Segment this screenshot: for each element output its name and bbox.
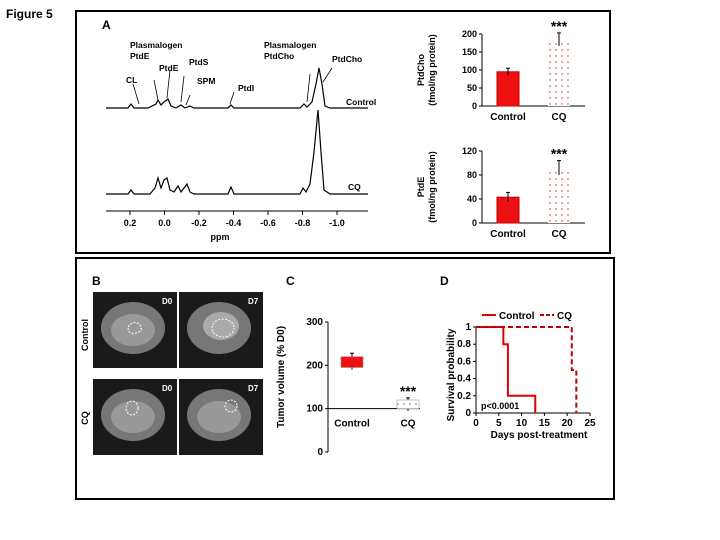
x-tick-label: Control <box>490 112 526 123</box>
panel-c-letter: C <box>286 274 295 288</box>
peak-label-cl: CL <box>126 75 137 85</box>
trace-label-cq: CQ <box>348 182 361 192</box>
ptde-bar-chart: PtdE (fmol/ng protein) 0 40 80 120 Control CQ **… <box>416 146 585 240</box>
y-tick-label: 150 <box>462 47 477 57</box>
nmr-spectra: A CL Plasmalogen PtdE PtdE PtdS SPM PtdI… <box>102 18 376 242</box>
panel-bcd-frame <box>75 257 615 500</box>
significance-marker: *** <box>551 18 568 34</box>
peak-label-ptdi: PtdI <box>238 83 254 93</box>
panel-a-frame <box>75 10 611 254</box>
day-label-control-d0: D0 <box>162 297 173 306</box>
x-tick-label: Control <box>490 229 526 240</box>
mri-image-grid: Control CQ D0 D7 D0 D7 <box>80 292 263 455</box>
y-axis-label: (fmol/ng protein) <box>427 151 437 223</box>
y-axis-label: Survival probability <box>446 328 457 421</box>
box-control <box>340 356 364 368</box>
survival-chart: Survival probability 00.20.40.60.810 5 10 15… <box>446 311 596 441</box>
peak-label-spm: SPM <box>197 76 215 86</box>
y-tick-label: 0.8 <box>457 339 471 350</box>
nmr-tick-label: 0.0 <box>158 218 171 228</box>
significance-marker: *** <box>551 146 568 162</box>
x-tick-label: 10 <box>516 418 528 429</box>
y-tick-label: 100 <box>462 65 477 75</box>
y-axis-label: PtdCho <box>416 54 426 86</box>
nmr-ticks: 0.2 0.0 -0.2 -0.4 -0.6 -0.8 -1.0 <box>124 211 345 228</box>
survival-line-cq <box>476 326 578 413</box>
nmr-tick-label: -0.2 <box>191 218 207 228</box>
y-tick-label: 0 <box>472 218 477 228</box>
peak-arrows <box>132 67 333 106</box>
x-tick-label: CQ <box>552 229 567 240</box>
peak-label-ptdcho: PtdCho <box>332 54 362 64</box>
x-tick-label: CQ <box>552 112 567 123</box>
legend-label: CQ <box>557 311 572 322</box>
y-tick-label: 120 <box>462 146 477 156</box>
y-tick-label: 1 <box>465 322 471 333</box>
day-label-control-d7: D7 <box>248 297 259 306</box>
row-label-control: Control <box>80 319 90 351</box>
nmr-tick-label: -0.4 <box>226 218 242 228</box>
y-tick-label: 0.4 <box>457 374 471 385</box>
x-tick-label: 15 <box>539 418 551 429</box>
nmr-cq-trace <box>106 109 368 195</box>
panel-d-letter: D <box>440 274 449 288</box>
figure-title: Figure 5 <box>6 7 53 21</box>
y-tick-label: 300 <box>306 317 323 328</box>
x-tick-label: Control <box>334 419 370 430</box>
peak-label-ptdcho-plasmalogen: PtdCho <box>264 51 294 61</box>
y-tick-label: 0.2 <box>457 391 471 402</box>
y-tick-label: 40 <box>467 194 477 204</box>
peak-label-ptde-plasmalogen: PtdE <box>130 51 150 61</box>
y-tick-label: 200 <box>306 360 323 371</box>
peak-label-plasmalogen-2: Plasmalogen <box>264 40 316 50</box>
day-label-cq-d7: D7 <box>248 384 259 393</box>
significance-marker: *** <box>400 383 417 399</box>
y-tick-label: 50 <box>467 83 477 93</box>
mri-brain-control-d7: D7 <box>187 297 259 354</box>
tumor-volume-chart: Tumor volume (% D0) 0 100 200 300 Control CQ **… <box>276 317 420 458</box>
y-axis-label: PtdE <box>416 177 426 198</box>
peak-label-ptds: PtdS <box>189 57 209 67</box>
x-tick-label: 0 <box>473 418 479 429</box>
nmr-tick-label: -0.8 <box>295 218 311 228</box>
peak-label-plasmalogen: Plasmalogen <box>130 40 182 50</box>
x-tick-label: 20 <box>562 418 574 429</box>
ptdcho-bar-chart: PtdCho (fmol/ng protein) 0 50 100 150 200 Contr… <box>416 18 585 123</box>
box-cq <box>396 399 420 409</box>
trace-label-control: Control <box>346 97 376 107</box>
bar-cq <box>548 167 570 223</box>
mri-brain-cq-d7: D7 <box>187 384 259 441</box>
y-tick-label: 0 <box>317 447 323 458</box>
bar-control <box>496 71 520 107</box>
x-tick-label: 25 <box>584 418 596 429</box>
nmr-tick-label: -1.0 <box>329 218 345 228</box>
nmr-x-label: ppm <box>211 232 230 242</box>
mri-brain-control-d0: D0 <box>101 297 173 354</box>
panel-a-letter: A <box>102 18 111 32</box>
bar-cq <box>548 39 570 106</box>
y-tick-label: 0.6 <box>457 356 471 367</box>
x-tick-label: 5 <box>496 418 502 429</box>
panel-b-letter: B <box>92 274 101 288</box>
x-axis-label: Days post-treatment <box>491 430 588 441</box>
legend-label: Control <box>499 311 535 322</box>
x-tick-label: CQ <box>401 419 416 430</box>
day-label-cq-d0: D0 <box>162 384 173 393</box>
y-tick-label: 100 <box>306 404 323 415</box>
mri-brain-cq-d0: D0 <box>101 384 173 441</box>
nmr-control-trace <box>106 67 368 109</box>
peak-label-ptde: PtdE <box>159 63 179 73</box>
y-axis-label: (fmol/ng protein) <box>427 34 437 106</box>
y-axis-label: Tumor volume (% D0) <box>276 326 287 428</box>
y-tick-label: 200 <box>462 29 477 39</box>
p-value-annotation: p<0.0001 <box>481 401 519 411</box>
nmr-tick-label: 0.2 <box>124 218 137 228</box>
y-tick-label: 0 <box>472 101 477 111</box>
row-label-cq: CQ <box>80 411 90 425</box>
nmr-tick-label: -0.6 <box>260 218 276 228</box>
y-tick-label: 80 <box>467 170 477 180</box>
y-tick-label: 0 <box>465 408 471 419</box>
